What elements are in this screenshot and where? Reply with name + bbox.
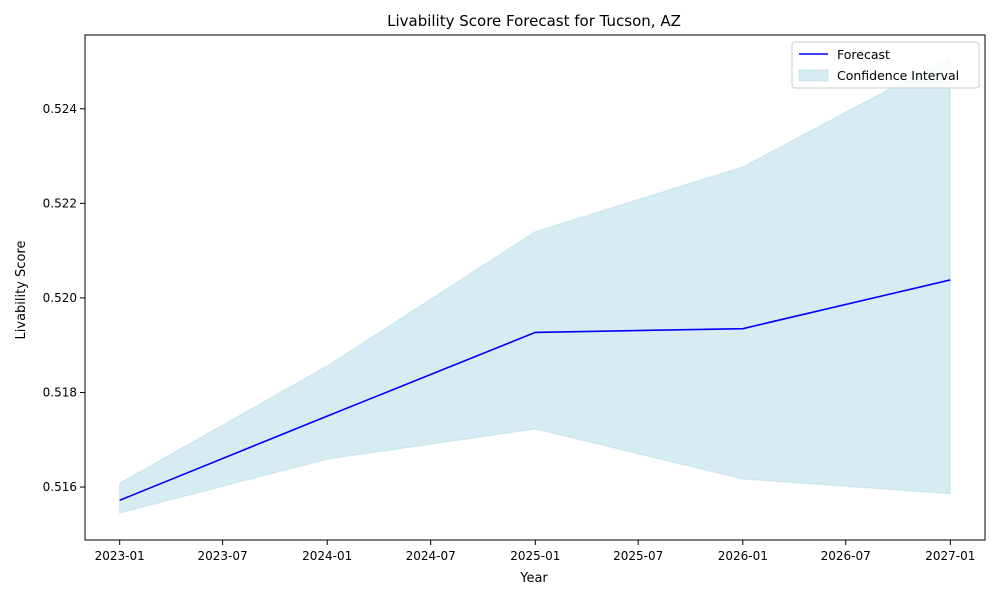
x-axis: 2023-01 2023-07 2024-01 2024-07 2025-01 2025-… [95,540,975,563]
confidence-interval-band [119,55,951,514]
plot-area [119,55,951,514]
legend-box [791,41,980,89]
x-tick-label: 2024-01 [302,549,352,563]
x-tick-label: 2027-01 [925,549,975,563]
y-tick-label: 0.520 [43,291,77,305]
y-tick-label: 0.516 [43,480,77,494]
legend: Forecast Confidence Interval [791,41,980,89]
chart-title: Livability Score Forecast for Tucson, AZ [387,12,681,30]
x-axis-label: Year [519,571,548,586]
legend-ci-label: Confidence Interval [837,68,959,83]
y-tick-label: 0.518 [43,385,77,399]
x-tick-label: 2024-07 [406,549,456,563]
y-tick-label: 0.524 [43,102,77,116]
x-tick-label: 2023-07 [198,549,248,563]
y-tick-label: 0.522 [43,196,77,210]
y-axis: 0.516 0.518 0.520 0.522 0.524 [43,102,85,494]
legend-ci-swatch [798,69,829,82]
x-tick-label: 2026-01 [718,549,768,563]
x-tick-label: 2023-01 [95,549,145,563]
legend-forecast-label: Forecast [837,47,890,62]
y-axis-label: Livability Score [14,241,29,340]
x-tick-label: 2025-01 [510,549,560,563]
forecast-line [119,279,951,502]
x-tick-label: 2025-07 [613,549,663,563]
x-tick-label: 2026-07 [821,549,871,563]
